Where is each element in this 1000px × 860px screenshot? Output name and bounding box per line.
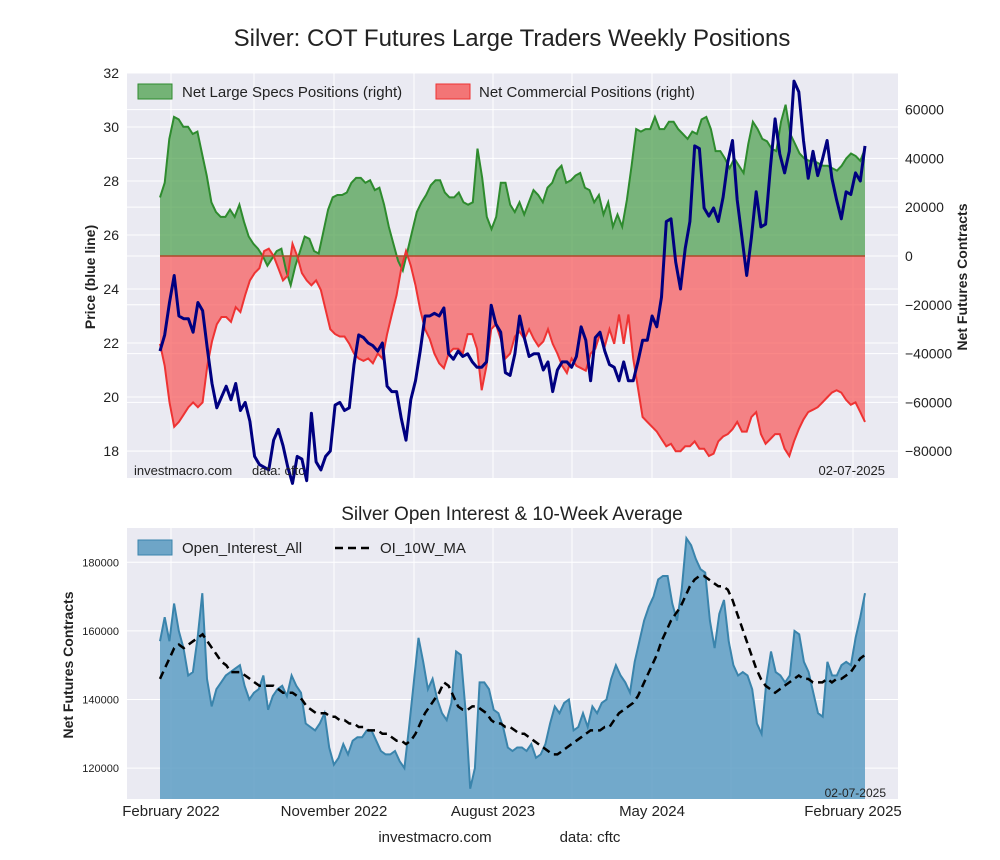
x-tick-label: August 2023 (451, 803, 535, 820)
top-areas (158, 79, 867, 485)
top-right-tick-label: 20000 (905, 199, 944, 215)
top-left-tick-label: 22 (103, 335, 119, 351)
x-axis-ticks: February 2022 November 2022 August 2023 May… (122, 803, 902, 820)
legend-label-commercial: Net Commercial Positions (right) (479, 84, 695, 101)
top-right-tick-label: −60000 (905, 394, 952, 410)
moving-average-line (158, 574, 866, 756)
top-right-axis-label: Net Futures Contracts (954, 203, 970, 350)
top-left-tick-label: 20 (103, 389, 119, 405)
top-left-axis-ticks: 18 20 22 24 26 28 30 32 (103, 65, 119, 459)
legend-label-open-interest: Open_Interest_All (182, 540, 302, 557)
top-right-tick-label: −80000 (905, 443, 952, 459)
top-left-tick-label: 26 (103, 227, 119, 243)
bottom-areas (158, 535, 866, 799)
legend-swatch-commercial (435, 83, 471, 100)
x-tick-label: February 2025 (804, 803, 902, 820)
legend-label-large-specs: Net Large Specs Positions (right) (182, 84, 402, 101)
top-left-tick-label: 28 (103, 173, 119, 189)
top-chart-title: Silver: COT Futures Large Traders Weekly… (234, 25, 791, 52)
price-line (158, 79, 867, 485)
top-left-tick-label: 24 (103, 281, 119, 297)
top-data-annotation: data: cftc (252, 463, 305, 478)
top-left-axis-label: Price (blue line) (82, 225, 98, 329)
commercial-area (160, 243, 865, 456)
top-right-tick-label: 40000 (905, 150, 944, 166)
top-right-axis-ticks: 60000 40000 20000 0 −20000 −40000 −60000 −80000 (905, 102, 952, 460)
large-specs-line (159, 104, 866, 290)
footer-data: data: cftc (560, 829, 621, 846)
bottom-tick-label: 160000 (82, 626, 119, 638)
bottom-tick-label: 120000 (82, 763, 119, 775)
top-date-annotation: 02-07-2025 (819, 463, 886, 478)
top-left-tick-label: 18 (103, 443, 119, 459)
bottom-chart-title: Silver Open Interest & 10-Week Average (341, 504, 682, 525)
top-source-annotation: investmacro.com (134, 463, 232, 478)
bottom-axis-label: Net Futures Contracts (60, 591, 76, 738)
x-tick-label: November 2022 (281, 803, 388, 820)
x-tick-label: February 2022 (122, 803, 220, 820)
top-right-tick-label: 60000 (905, 102, 944, 118)
large-specs-area (160, 104, 865, 286)
open-interest-line (159, 535, 866, 789)
top-left-tick-label: 30 (103, 119, 119, 135)
top-right-tick-label: 0 (905, 248, 913, 264)
legend-label-moving-average: OI_10W_MA (380, 540, 466, 557)
top-right-tick-label: −20000 (905, 297, 952, 313)
bottom-tick-label: 180000 (82, 557, 119, 569)
commercial-line (159, 239, 866, 459)
open-interest-area (160, 538, 865, 799)
bottom-legend: Open_Interest_All OI_10W_MA (137, 539, 466, 557)
top-right-tick-label: −40000 (905, 346, 952, 362)
x-tick-label: May 2024 (619, 803, 685, 820)
bottom-date-annotation: 02-07-2025 (825, 786, 887, 800)
footer-source: investmacro.com (378, 829, 491, 846)
top-left-tick-label: 32 (103, 65, 119, 81)
legend-swatch-open-interest (137, 539, 173, 556)
top-legend: Net Large Specs Positions (right) Net Co… (137, 83, 695, 101)
legend-swatch-large-specs (137, 83, 173, 100)
bottom-axis-ticks: 120000 140000 160000 180000 (82, 557, 119, 775)
bottom-tick-label: 140000 (82, 695, 119, 707)
